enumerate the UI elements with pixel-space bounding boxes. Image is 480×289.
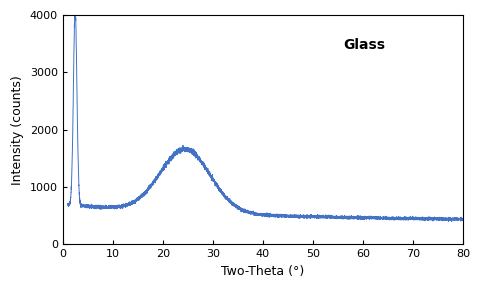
Text: Glass: Glass [342, 38, 384, 52]
X-axis label: Two-Theta (°): Two-Theta (°) [221, 265, 304, 278]
Y-axis label: Intensity (counts): Intensity (counts) [11, 75, 24, 185]
